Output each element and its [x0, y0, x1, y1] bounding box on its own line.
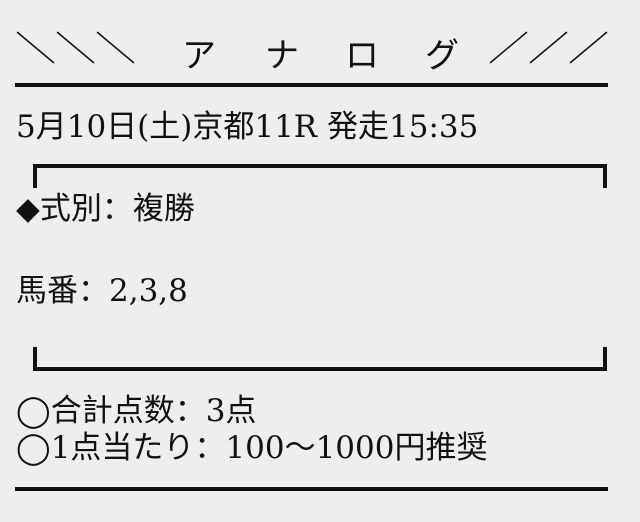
title-char: ア [182, 36, 216, 76]
title-char: グ [425, 36, 459, 76]
bottom-divider [15, 487, 608, 491]
top-divider [15, 83, 608, 87]
total-points: ◯合計点数：3点 [16, 393, 257, 429]
horse-numbers: 馬番：2,3,8 [16, 273, 188, 309]
bracket-top [33, 164, 607, 188]
header-decoration [16, 31, 608, 64]
title-char: ロ [345, 36, 379, 76]
title-char: ナ [265, 36, 299, 76]
race-info: 5月10日(土)京都11R 発走15:35 [16, 109, 479, 145]
bet-type: ◆式別：複勝 [16, 191, 195, 227]
per-point-amount: ◯1点当たり：100〜1000円推奨 [16, 430, 488, 466]
bracket-bottom [33, 347, 607, 371]
